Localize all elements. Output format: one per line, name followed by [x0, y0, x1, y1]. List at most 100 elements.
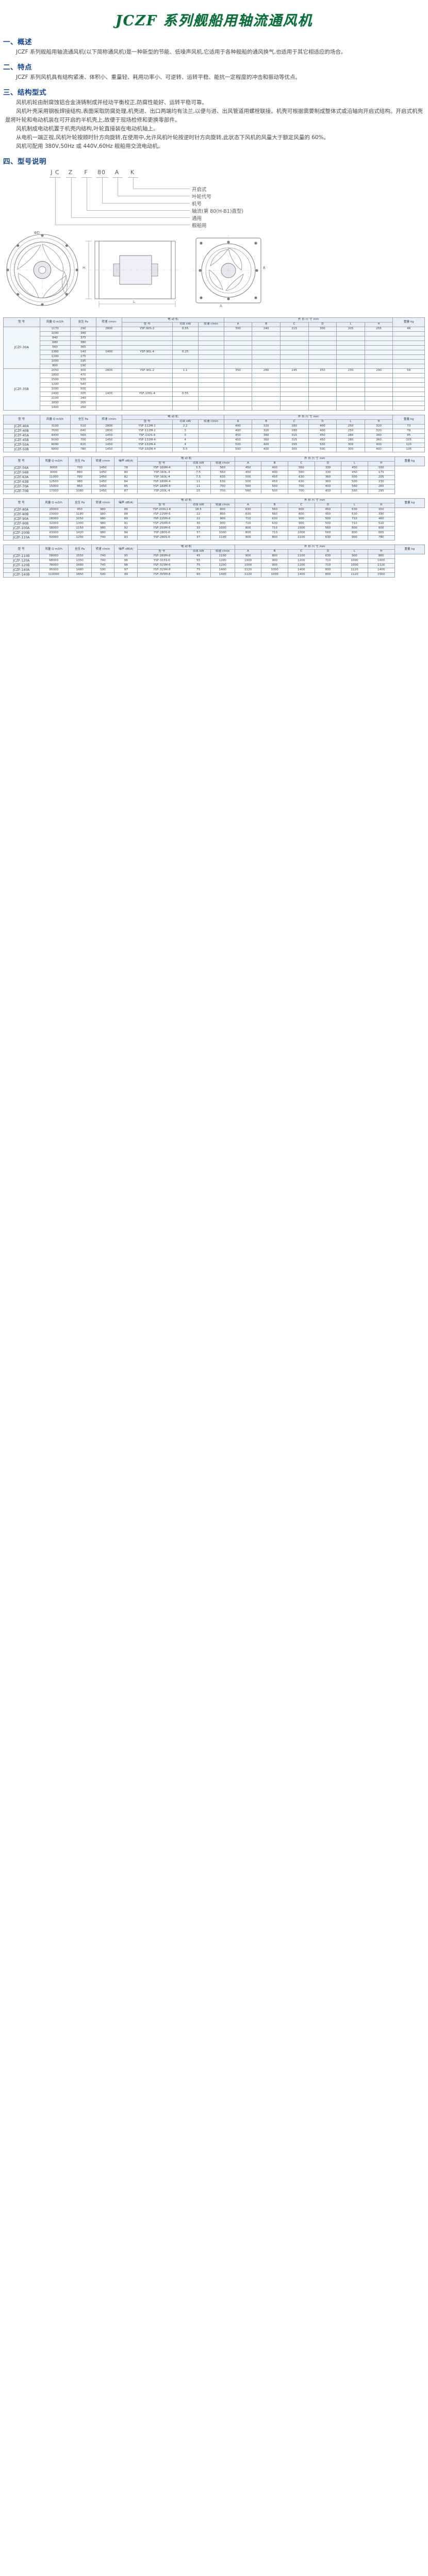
cell-value: 58000 — [39, 554, 69, 559]
cell-value: YSF-315S-6 — [137, 558, 187, 564]
cell-value — [121, 364, 173, 369]
spec-table-block-5: 型 号 风量 Q m3/h 全压 Pa 转速 r/min 噪声 dB(A) 电 … — [3, 545, 425, 578]
cell-value: 1180 — [68, 512, 92, 517]
cell-value — [197, 433, 224, 438]
th-weight: 重量 kg — [392, 317, 425, 327]
table-row: JCZF-45B 5000 700 1450 YSF-132M-4 4 450 360 315 4… — [3, 438, 425, 443]
table-row: JCZF-80A 20000 950 980 86 YSF-200L1-6 18.5 800 6… — [3, 507, 425, 513]
cell-value: 75 — [186, 563, 211, 568]
cell-value: 18.5 — [186, 507, 211, 513]
table-3-header-group-row: 型 号 风量 Q m3/h 全压 Pa 转速 r/min 噪声 dB(A) 电 … — [3, 456, 425, 466]
cell-value: 360 — [314, 480, 342, 485]
th-dim-h: H — [364, 419, 393, 425]
cell-value: YSF-90L-2 — [121, 368, 173, 374]
dim-label-phiD: ΦD — [34, 231, 40, 235]
cell-value — [308, 392, 337, 397]
cell-value — [392, 364, 425, 369]
th-dim-group: 外 形 尺 寸 mm — [234, 456, 395, 462]
cell-value: YSF-315M-6 — [137, 563, 187, 568]
cell-value: 400 — [223, 424, 253, 429]
cell-value — [279, 350, 309, 355]
cell-value: YSF-112M-2 — [121, 424, 173, 429]
th-flow: 风量 Q m3/h — [39, 545, 69, 554]
cell-value — [223, 378, 253, 383]
datasheet-page: JCZF 系列舰船用轴流通风机 一、概述 JCZF 系列舰船用轴流通风机(以下简… — [0, 0, 428, 578]
cell-value — [252, 378, 281, 383]
cell-value — [252, 354, 281, 360]
cell-value: YSF-250M-6 — [137, 526, 187, 531]
cell-value — [172, 401, 199, 406]
cell-value: YSF-160M-4 — [121, 447, 173, 452]
cell-value: 68000 — [39, 558, 69, 564]
model-leader-h-1 — [71, 217, 190, 218]
drawing-flange-view: A B — [190, 232, 267, 311]
cell-value: 560 — [341, 489, 368, 494]
cell-value — [197, 378, 224, 383]
cell-value: 1400 — [367, 568, 395, 573]
cell-value: 4 — [172, 443, 199, 448]
cell-value: YSF-90L-4 — [121, 350, 173, 355]
cell-value — [197, 345, 224, 350]
cell-value — [121, 354, 173, 360]
cell-value: 37 — [186, 531, 211, 536]
cell-value — [197, 354, 224, 360]
cell-value: 6800 — [39, 447, 71, 452]
table-row: 1500 530 — [4, 378, 425, 383]
cell-value — [197, 447, 224, 452]
cell-model: JCZF-40A — [3, 424, 40, 429]
cell-model: JCZF-45B — [3, 438, 40, 443]
cell-value: 400 — [223, 429, 253, 434]
cell-value: 360 — [252, 433, 281, 438]
cell-value — [308, 336, 337, 341]
cell-value: 240 — [252, 327, 281, 332]
cell-value — [121, 341, 173, 346]
cell-value: 45 — [186, 554, 211, 559]
cell-value: 800 — [341, 526, 368, 531]
th-motor-speed: 转速 r/min — [197, 419, 224, 425]
th-noise: 噪声 dB(A) — [114, 498, 138, 508]
cell-value — [279, 336, 309, 341]
cell-value: 400 — [308, 429, 337, 434]
cell-value: 1080 — [68, 489, 92, 494]
cell-value: 980 — [91, 517, 115, 522]
cell-value: 3 — [172, 433, 199, 438]
cell-value: 450 — [223, 438, 253, 443]
cell-value: 780 — [70, 447, 96, 452]
cell-value — [223, 392, 253, 397]
cell-value — [252, 373, 281, 378]
cell-value: YSF-225M-6 — [137, 512, 187, 517]
th-dim-b: B — [261, 549, 288, 554]
cell-value: 265 — [70, 401, 96, 406]
cell-model: JCZF-140A — [3, 568, 40, 573]
cell-value: 280 — [336, 433, 365, 438]
cell-value: 560 — [314, 531, 342, 536]
cell-value — [336, 350, 365, 355]
cell-value: 93 — [114, 535, 138, 540]
cell-value — [392, 378, 425, 383]
th-flow: 风量 Q m3/h — [39, 498, 69, 508]
cell-value — [364, 345, 393, 350]
table-1-header-sub-row: 型 号 功率 kW 转速 r/min A B C D L H — [4, 322, 425, 327]
cell-value — [336, 364, 365, 369]
cell-value: 710 — [234, 517, 262, 522]
cell-value — [172, 396, 199, 401]
cell-value: 1000 — [234, 558, 262, 564]
cell-value: 4400 — [39, 433, 71, 438]
cell-value: 1800 — [39, 401, 71, 406]
cell-value: 1420 — [68, 531, 92, 536]
cell-value — [95, 378, 122, 383]
cell-value — [172, 341, 199, 346]
model-leader-v-5 — [133, 177, 134, 189]
cell-value — [172, 336, 199, 341]
spec-table-2: 型 号 风量 Q m3/h 全压 Pa 转速 r/min 电 动 机 外 形 尺… — [3, 415, 425, 452]
cell-model: JCZF-120A — [3, 558, 40, 564]
cell-value: 400 — [252, 443, 281, 448]
cell-value: 190 — [70, 364, 96, 369]
cell-value — [197, 331, 224, 336]
th-dim-group: 外 形 尺 寸 mm — [234, 498, 395, 503]
cell-value — [172, 359, 199, 364]
cell-value: 400 — [261, 466, 288, 471]
cell-value: 590 — [91, 572, 115, 578]
cell-value: 1.1 — [172, 368, 199, 374]
cell-value: 800 — [210, 507, 235, 513]
